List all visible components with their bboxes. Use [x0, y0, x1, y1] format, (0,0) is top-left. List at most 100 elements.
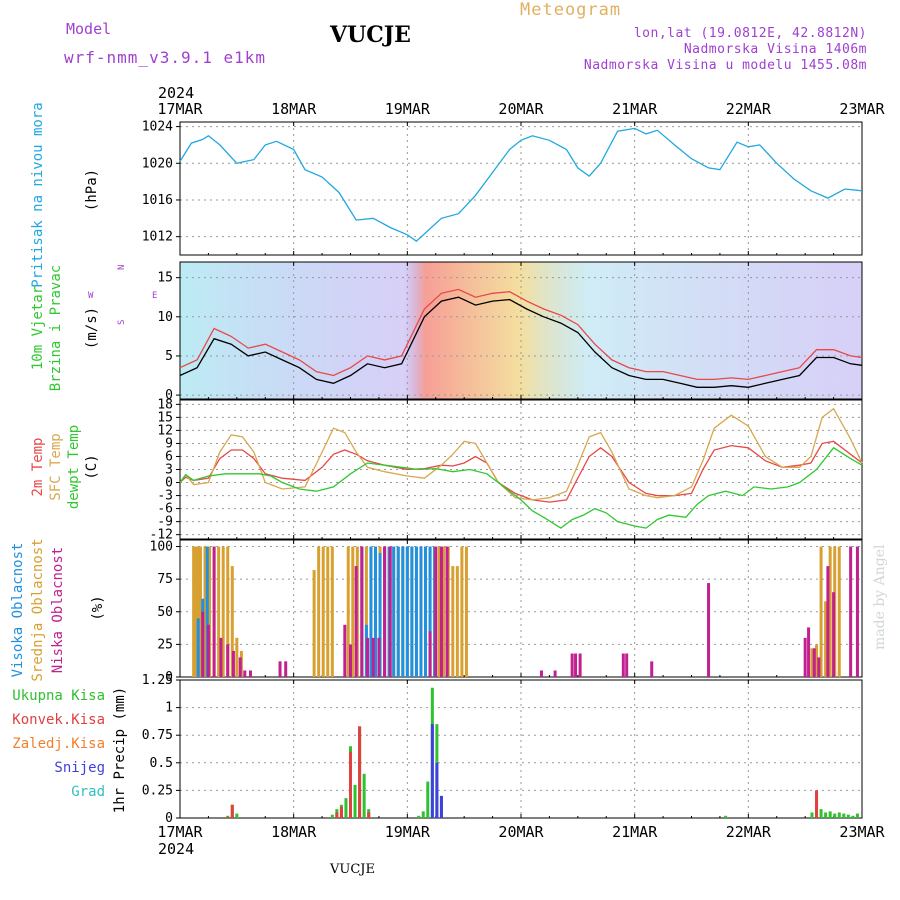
- meteogram-label: Meteogram: [520, 0, 622, 20]
- bar: [442, 546, 446, 677]
- model-elevation-label: Nadmorska Visina u modelu 1455.08m: [583, 58, 867, 73]
- bar: [578, 653, 582, 677]
- elevation-label: Nadmorska Visina 1406m: [683, 42, 867, 57]
- bar: [842, 813, 846, 818]
- temp-unit-label: (C): [84, 454, 100, 479]
- bar: [377, 637, 381, 677]
- bar: [226, 816, 230, 818]
- bar: [414, 546, 418, 677]
- bar: [208, 546, 212, 677]
- precip-legend-item: Grad: [71, 784, 105, 800]
- wind-direction-n: N: [117, 265, 127, 270]
- bar: [439, 546, 443, 677]
- top-date-label: 23MAR: [839, 100, 885, 118]
- bar: [819, 546, 823, 677]
- bar: [321, 546, 325, 677]
- y-tick-label: -6: [157, 502, 173, 517]
- series-line: [179, 446, 863, 529]
- cloud-unit-label: (%): [90, 595, 106, 620]
- y-tick-label: 1024: [142, 120, 173, 135]
- bar: [815, 790, 819, 818]
- bar: [707, 583, 711, 677]
- bar: [819, 809, 823, 818]
- y-tick-label: 3: [165, 463, 173, 478]
- footer-station-label: VUCJE: [330, 862, 375, 877]
- y-tick-label: -3: [157, 489, 173, 504]
- bar: [428, 631, 432, 677]
- bar: [625, 653, 629, 677]
- bar: [349, 751, 352, 818]
- bar: [383, 546, 387, 677]
- bar: [621, 653, 625, 677]
- bar: [335, 812, 339, 818]
- bar: [430, 724, 434, 818]
- wind-unit-label: (m/s): [84, 307, 100, 349]
- bar: [574, 653, 578, 677]
- bar: [196, 546, 200, 677]
- bar: [833, 813, 837, 818]
- bar: [243, 670, 247, 677]
- precip-legend-item: Ukupna Kisa: [12, 688, 105, 704]
- bar: [230, 566, 234, 677]
- bar: [374, 546, 378, 677]
- y-tick-label: 25: [157, 637, 173, 652]
- precip-legend-item: Zaledj.Kisa: [12, 736, 105, 752]
- precip-axis-label: 1hr Precip (mm): [112, 687, 128, 813]
- bar: [803, 637, 807, 677]
- bar: [330, 546, 334, 677]
- bottom-date-label: 22MAR: [726, 823, 772, 841]
- bar: [724, 815, 728, 818]
- bar: [354, 566, 358, 677]
- bar: [217, 546, 221, 677]
- bar: [235, 637, 239, 677]
- bar: [349, 644, 352, 677]
- wind-direction-e: E: [152, 291, 157, 301]
- bar: [812, 648, 816, 677]
- bar: [807, 627, 811, 677]
- bar: [221, 546, 225, 677]
- y-tick-label: 1: [165, 701, 173, 716]
- bar: [284, 661, 288, 677]
- bar: [388, 546, 392, 677]
- precip-legend-item: Konvek.Kisa: [12, 712, 105, 728]
- bar: [367, 812, 371, 818]
- y-tick-label: -12: [150, 528, 173, 543]
- bar: [426, 781, 430, 818]
- model-name: wrf-nmm_v3.9.1 e1km: [64, 48, 267, 67]
- y-tick-label: 12: [157, 423, 173, 438]
- bar: [392, 546, 396, 677]
- bar: [451, 566, 455, 677]
- bar: [205, 546, 209, 677]
- bar: [405, 546, 409, 677]
- bar: [832, 592, 836, 677]
- wind-field: [180, 262, 862, 399]
- bar: [434, 546, 438, 677]
- bar: [824, 812, 828, 818]
- pressure-axis-label: Pritisak na nivou mora: [30, 102, 46, 287]
- bar: [810, 648, 814, 677]
- top-year-label: 2024: [158, 84, 194, 102]
- y-tick-label: 9: [165, 436, 173, 451]
- bar: [849, 546, 853, 677]
- y-tick-label: 15: [157, 410, 173, 425]
- y-tick-label: 1.25: [142, 673, 173, 688]
- bar: [192, 546, 196, 677]
- bar: [464, 546, 468, 677]
- bar: [230, 804, 234, 818]
- y-tick-label: 100: [150, 540, 173, 555]
- bar: [212, 546, 216, 677]
- bar: [339, 806, 343, 818]
- y-tick-label: 0: [165, 388, 173, 403]
- coords-label: lon,lat (19.0812E, 42.8812N): [633, 26, 867, 41]
- bar: [226, 546, 230, 677]
- bar: [231, 650, 235, 677]
- bottom-date-label: 20MAR: [498, 823, 544, 841]
- y-tick-label: 1016: [142, 193, 173, 208]
- bar: [312, 570, 316, 677]
- top-date-label: 19MAR: [385, 100, 431, 118]
- top-date-label: 20MAR: [498, 100, 544, 118]
- bar: [206, 624, 210, 677]
- bar: [371, 637, 375, 677]
- y-tick-label: 15: [157, 271, 173, 286]
- bar: [358, 726, 362, 818]
